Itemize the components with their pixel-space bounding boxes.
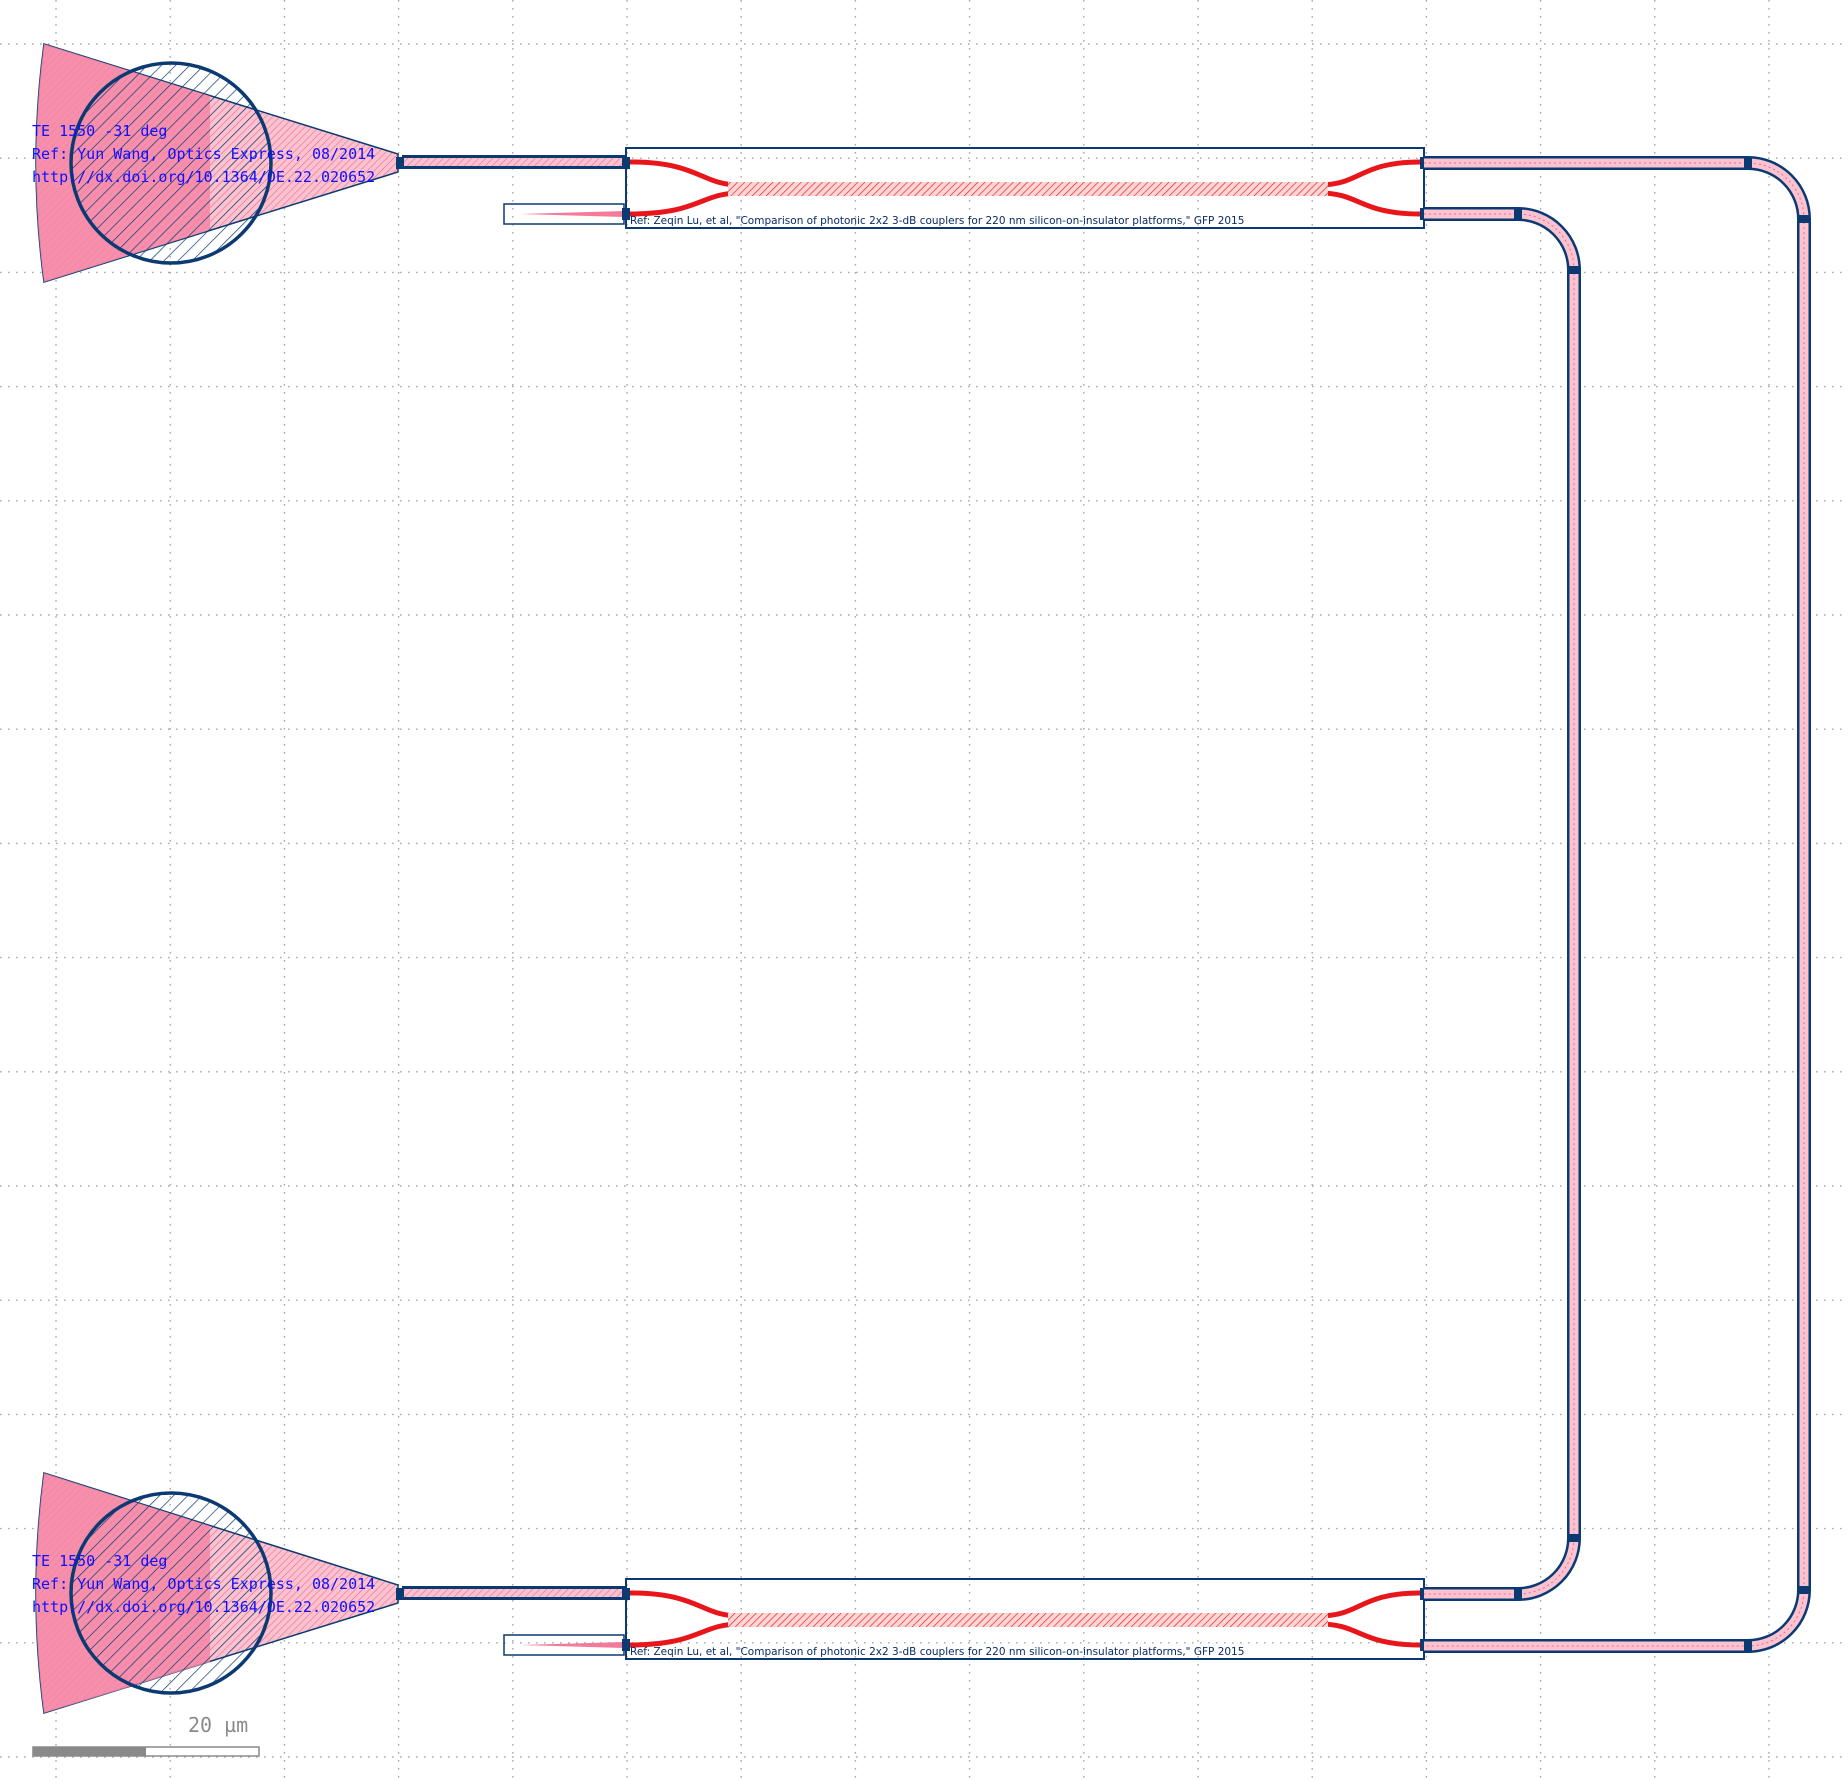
fiber-circle-top bbox=[69, 61, 273, 265]
port-marker bbox=[622, 1639, 630, 1651]
dc-reference-text: Ref: Zeqin Lu, et al, "Comparison of pho… bbox=[630, 1646, 1244, 1658]
port-marker bbox=[622, 1588, 630, 1600]
terminator-stub-bottom[interactable] bbox=[503, 1634, 625, 1656]
dc-reference-text: Ref: Zeqin Lu, et al, "Comparison of pho… bbox=[630, 215, 1244, 227]
waveguide-gc-bottom-to-dc[interactable] bbox=[402, 1586, 627, 1600]
terminator-stub-top[interactable] bbox=[503, 203, 625, 225]
directional-coupler-bottom[interactable]: Ref: Zeqin Lu, et al, "Comparison of pho… bbox=[622, 1578, 1428, 1660]
port-marker bbox=[396, 1588, 404, 1600]
gc-label-line1: TE 1550 -31 deg bbox=[32, 1552, 167, 1570]
fiber-circle-bottom bbox=[69, 1491, 273, 1695]
waveguide-inner-loop[interactable] bbox=[1424, 207, 1581, 1601]
waveguide-gc-top-to-dc[interactable] bbox=[402, 155, 627, 169]
grating-coupler-bottom[interactable]: TE 1550 -31 deg Ref: Yun Wang, Optics Ex… bbox=[32, 1472, 404, 1714]
gc-label-line2: Ref: Yun Wang, Optics Express, 08/2014 bbox=[32, 1575, 375, 1593]
gc-label-line3: http://dx.doi.org/10.1364/OE.22.020652 bbox=[32, 168, 375, 186]
port-marker bbox=[396, 157, 404, 169]
scale-bar: 20 µm bbox=[32, 1713, 260, 1757]
port-marker bbox=[622, 157, 630, 169]
waveguide-outer-loop[interactable] bbox=[1424, 156, 1811, 1653]
grating-coupler-top[interactable]: TE 1550 -31 deg Ref: Yun Wang, Optics Ex… bbox=[32, 43, 404, 283]
port-marker bbox=[622, 208, 630, 220]
scale-bar-label: 20 µm bbox=[188, 1713, 248, 1737]
gc-label-line3: http://dx.doi.org/10.1364/OE.22.020652 bbox=[32, 1598, 375, 1616]
gc-label-line1: TE 1550 -31 deg bbox=[32, 122, 167, 140]
directional-coupler-top[interactable]: Ref: Zeqin Lu, et al, "Comparison of pho… bbox=[622, 147, 1428, 229]
gc-label-line2: Ref: Yun Wang, Optics Express, 08/2014 bbox=[32, 145, 375, 163]
